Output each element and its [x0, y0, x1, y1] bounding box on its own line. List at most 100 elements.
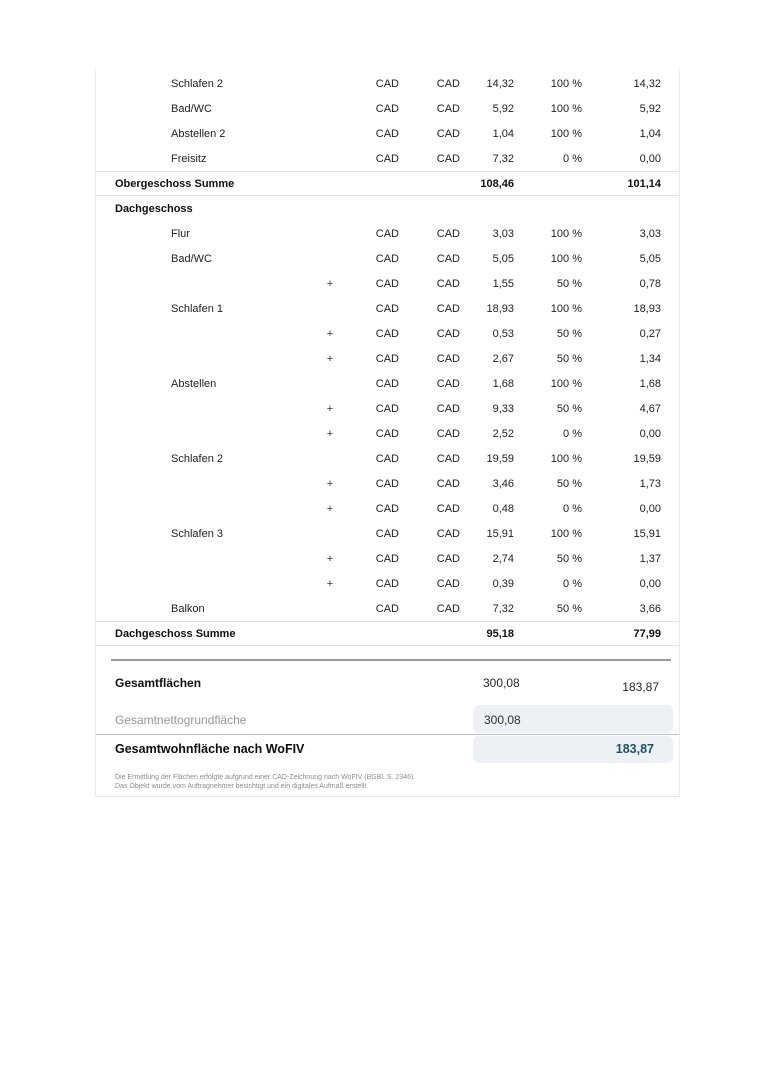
- measure-source-1-cell: CAD: [375, 552, 399, 565]
- measure-source-2-cell: CAD: [436, 152, 460, 165]
- percentage-cell: 50 %: [556, 552, 582, 565]
- nettogrundflaeche-highlight-box: [473, 705, 673, 733]
- sum-area-value: 108,46: [480, 177, 514, 190]
- sum-row: Obergeschoss Summe 108,46 101,14: [96, 171, 679, 196]
- measure-source-1-cell: CAD: [375, 252, 399, 265]
- area-value-cell: 9,33: [492, 402, 514, 415]
- area-value-cell: 7,32: [492, 602, 514, 615]
- area-value-cell: 1,55: [492, 277, 514, 290]
- percentage-cell: 100 %: [550, 452, 582, 465]
- table-row: Abstellen 2 CAD CAD 1,04 100 % 1,04: [96, 121, 679, 146]
- wohnflaeche-highlight-box: [473, 736, 673, 763]
- measure-source-2-cell: CAD: [436, 352, 460, 365]
- nettogrundflaeche-row: Gesamtnettogrundfläche 300,08: [96, 705, 679, 734]
- sum-row: Dachgeschoss Summe 95,18 77,99: [96, 621, 679, 646]
- measure-source-1-cell: CAD: [375, 327, 399, 340]
- table-row: Bad/WC CAD CAD 5,92 100 % 5,92: [96, 96, 679, 121]
- measure-source-1-cell: CAD: [375, 302, 399, 315]
- result-value-cell: 4,67: [639, 402, 661, 415]
- table-row: Flur CAD CAD 3,03 100 % 3,03: [96, 221, 679, 246]
- area-value-cell: 14,32: [486, 77, 514, 90]
- sum-result-value: 77,99: [633, 627, 661, 640]
- table-row: Schlafen 3 CAD CAD 15,91 100 % 15,91: [96, 521, 679, 546]
- percentage-cell: 0 %: [563, 502, 582, 515]
- gesamtflaechen-label: Gesamtflächen: [115, 676, 202, 690]
- document-page: Schlafen 2 CAD CAD 14,32 100 % 14,32 Bad/WC CAD…: [95, 68, 680, 797]
- percentage-cell: 0 %: [563, 427, 582, 440]
- wohnflaeche-value: 183,87: [615, 742, 654, 756]
- measure-source-2-cell: CAD: [436, 402, 460, 415]
- measure-source-2-cell: CAD: [436, 127, 460, 140]
- area-value-cell: 2,52: [492, 427, 514, 440]
- table-row: + CAD CAD 0,53 50 % 0,27: [96, 321, 679, 346]
- measure-source-2-cell: CAD: [436, 327, 460, 340]
- measure-source-1-cell: CAD: [375, 352, 399, 365]
- room-name-cell: Schlafen 1: [171, 302, 223, 315]
- measure-source-2-cell: CAD: [436, 102, 460, 115]
- result-value-cell: 0,27: [639, 327, 661, 340]
- measure-source-1-cell: CAD: [375, 402, 399, 415]
- percentage-cell: 50 %: [556, 277, 582, 290]
- table-row: + CAD CAD 3,46 50 % 1,73: [96, 471, 679, 496]
- percentage-cell: 100 %: [550, 127, 582, 140]
- wohnflaeche-wofiv-row: Gesamtwohnfläche nach WoFIV 183,87: [96, 734, 679, 763]
- measure-source-1-cell: CAD: [375, 102, 399, 115]
- nettogrundflaeche-label: Gesamtnettogrundfläche: [115, 712, 247, 727]
- table-row: Abstellen CAD CAD 1,68 100 % 1,68: [96, 371, 679, 396]
- sum-area-value: 95,18: [486, 627, 514, 640]
- area-value-cell: 18,93: [486, 302, 514, 315]
- measure-source-2-cell: CAD: [436, 302, 460, 315]
- plus-sign-cell: +: [326, 577, 334, 590]
- area-calculation-table: Schlafen 2 CAD CAD 14,32 100 % 14,32 Bad/WC CAD…: [96, 68, 679, 646]
- sum-label: Dachgeschoss Summe: [115, 627, 236, 640]
- percentage-cell: 100 %: [550, 527, 582, 540]
- result-value-cell: 0,78: [639, 277, 661, 290]
- area-value-cell: 2,74: [492, 552, 514, 565]
- measure-source-1-cell: CAD: [375, 477, 399, 490]
- measure-source-1-cell: CAD: [375, 377, 399, 390]
- plus-sign-cell: +: [326, 327, 334, 340]
- measure-source-2-cell: CAD: [436, 577, 460, 590]
- totals-separator-line: [111, 659, 671, 661]
- percentage-cell: 100 %: [550, 227, 582, 240]
- percentage-cell: 0 %: [563, 577, 582, 590]
- measure-source-2-cell: CAD: [436, 502, 460, 515]
- sum-result-value: 101,14: [627, 177, 661, 190]
- percentage-cell: 100 %: [550, 377, 582, 390]
- area-value-cell: 5,92: [492, 102, 514, 115]
- plus-sign-cell: +: [326, 427, 334, 440]
- measure-source-2-cell: CAD: [436, 277, 460, 290]
- percentage-cell: 100 %: [550, 77, 582, 90]
- room-name-cell: Bad/WC: [171, 252, 212, 265]
- table-row: Freisitz CAD CAD 7,32 0 % 0,00: [96, 146, 679, 171]
- percentage-cell: 100 %: [550, 252, 582, 265]
- nettogrundflaeche-value: 300,08: [484, 712, 521, 727]
- table-row: Schlafen 1 CAD CAD 18,93 100 % 18,93: [96, 296, 679, 321]
- measure-source-2-cell: CAD: [436, 552, 460, 565]
- gesamtflaechen-result-value: 183,87: [622, 680, 659, 694]
- measure-source-1-cell: CAD: [375, 227, 399, 240]
- plus-sign-cell: +: [326, 352, 334, 365]
- plus-sign-cell: +: [326, 402, 334, 415]
- wohnflaeche-label: Gesamtwohnfläche nach WoFIV: [115, 742, 305, 756]
- table-row: + CAD CAD 9,33 50 % 4,67: [96, 396, 679, 421]
- table-row: + CAD CAD 2,67 50 % 1,34: [96, 346, 679, 371]
- area-value-cell: 0,39: [492, 577, 514, 590]
- result-value-cell: 15,91: [633, 527, 661, 540]
- room-name-cell: Abstellen: [171, 377, 217, 390]
- area-value-cell: 3,46: [492, 477, 514, 490]
- footnote-line-1: Die Ermittlung der Flächen erfolgte aufg…: [115, 774, 416, 781]
- measure-source-1-cell: CAD: [375, 602, 399, 615]
- result-value-cell: 5,05: [639, 252, 661, 265]
- percentage-cell: 50 %: [556, 602, 582, 615]
- result-value-cell: 1,73: [639, 477, 661, 490]
- area-value-cell: 3,03: [492, 227, 514, 240]
- table-row: + CAD CAD 1,55 50 % 0,78: [96, 271, 679, 296]
- table-row: Bad/WC CAD CAD 5,05 100 % 5,05: [96, 246, 679, 271]
- measure-source-1-cell: CAD: [375, 77, 399, 90]
- table-row: Schlafen 2 CAD CAD 14,32 100 % 14,32: [96, 71, 679, 96]
- measure-source-2-cell: CAD: [436, 77, 460, 90]
- measure-source-2-cell: CAD: [436, 227, 460, 240]
- sum-label: Obergeschoss Summe: [115, 177, 235, 190]
- plus-sign-cell: +: [326, 502, 334, 515]
